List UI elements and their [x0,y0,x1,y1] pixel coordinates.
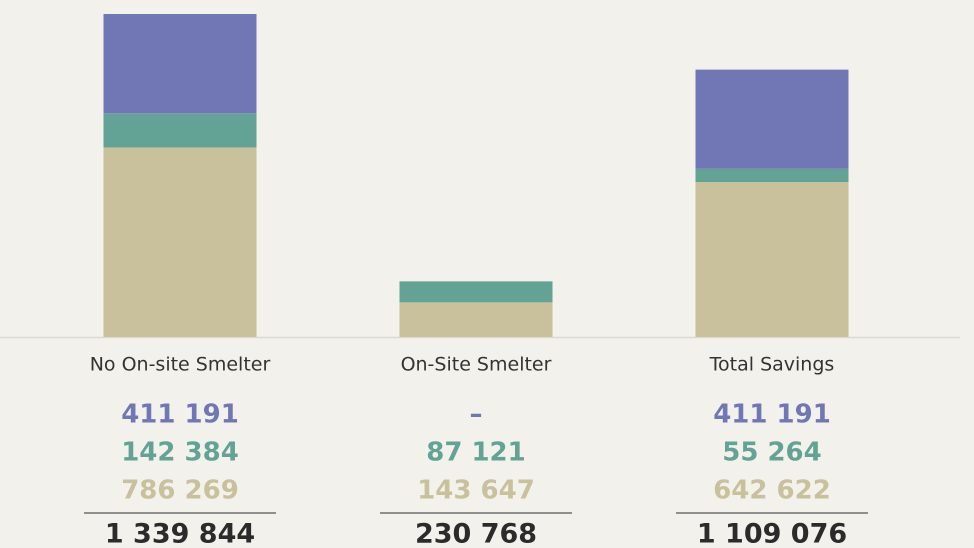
bar-segment [103,14,257,114]
category-label: Total Savings [709,354,835,376]
value-label: 142 384 [121,438,239,468]
value-label: 143 647 [417,476,535,506]
bar-segment [695,69,849,169]
category-label: On-Site Smelter [401,354,552,376]
value-label: 642 622 [713,476,831,506]
total-label: 1 339 844 [105,519,255,548]
value-label: 55 264 [722,438,822,468]
bar-segment [399,302,553,337]
value-label: – [470,400,483,430]
value-label: 786 269 [121,476,239,506]
bar-segment [103,147,257,337]
total-label: 1 109 076 [697,519,847,548]
value-label: 411 191 [121,400,239,430]
bar-segment [695,168,849,183]
bar-segment [399,281,553,303]
bar-segment [695,182,849,337]
category-label: No On-site Smelter [90,354,271,376]
value-label: 87 121 [426,438,526,468]
total-label: 230 768 [415,519,537,548]
bar-segment [103,113,257,148]
value-label: 411 191 [713,400,831,430]
